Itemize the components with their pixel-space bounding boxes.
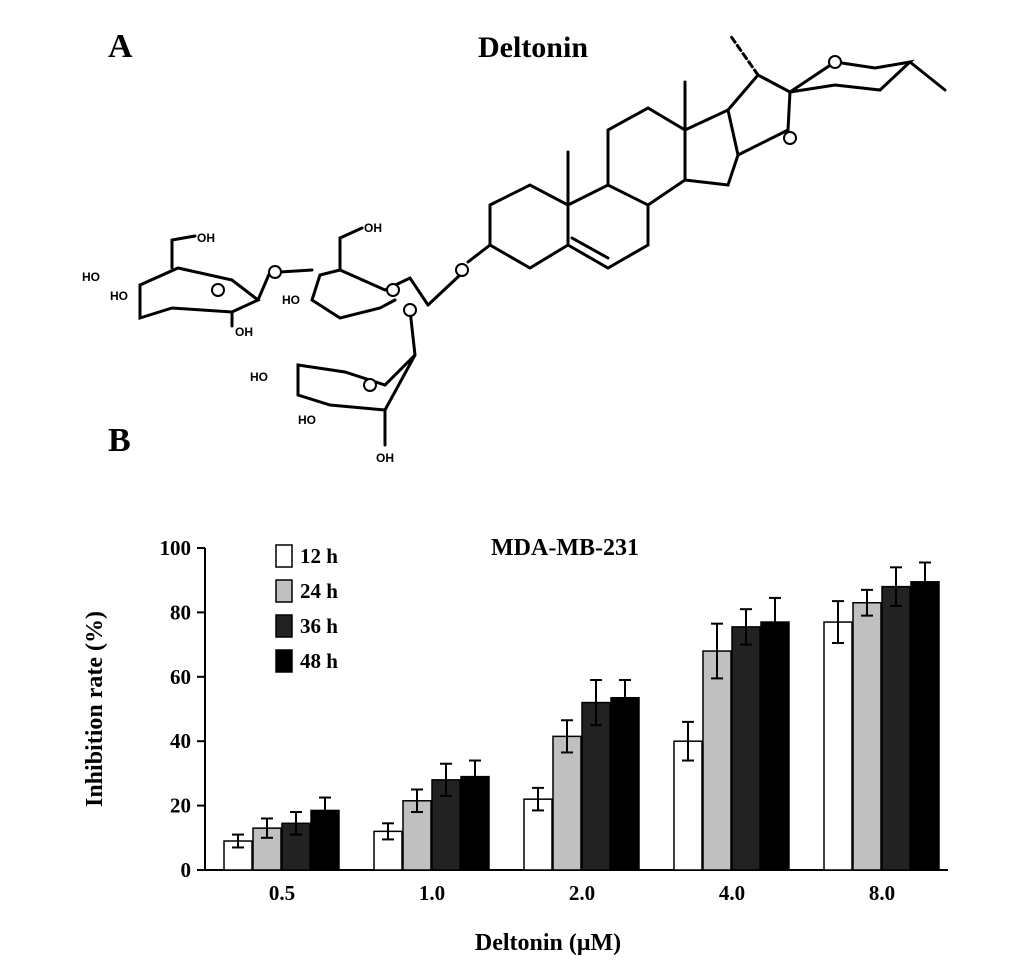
atom-o-sugar1 [386,283,400,297]
x-tick-label: 8.0 [869,881,895,905]
bar [760,621,790,871]
atom-o-sugar2 [211,283,225,297]
atom-ho-2: HO [82,270,100,284]
y-tick-label: 40 [170,729,191,753]
bar [910,581,940,871]
x-tick-label: 0.5 [269,881,295,905]
ring-b [566,183,650,270]
bar-series [223,561,940,871]
structure-title: Deltonin [478,31,589,64]
bar [852,601,882,871]
atom-ho-1: HO [282,293,300,307]
legend-swatch [275,614,293,638]
deltonin-structure: OH HO OH HO HO OH HO HO OH [82,33,947,465]
atom-ho-4: HO [250,370,268,384]
bar [702,650,732,871]
bar [823,621,853,871]
legend-swatch [275,544,293,568]
y-tick-label: 0 [181,858,192,882]
legend-label: 36 h [300,614,338,638]
legend-swatch [275,579,293,603]
bar [610,696,640,871]
y-tick-label: 20 [170,794,191,818]
x-axis-title: Deltonin (μM) [475,930,621,956]
legend-label: 12 h [300,544,338,568]
x-axis-ticks: 0.5 1.0 2.0 4.0 8.0 [269,881,895,905]
y-tick-label: 100 [160,536,192,560]
legend: 12 h 24 h 36 h 48 h [275,544,338,673]
y-tick-label: 80 [170,600,191,624]
legend-swatch [275,649,293,673]
ring-c [606,106,687,207]
atom-ho-3: HO [110,289,128,303]
legend-label: 24 h [300,579,338,603]
sugar-1 [310,268,430,320]
double-bond [570,236,610,260]
atom-oh-4: OH [376,451,394,465]
y-tick-label: 60 [170,665,191,689]
bar [581,701,611,871]
legend-label: 48 h [300,649,338,673]
bar [731,626,761,871]
chart-title: MDA-MB-231 [491,535,639,561]
methyl-21 [728,33,760,77]
bar [552,735,582,871]
atom-o-link2 [403,303,417,317]
x-tick-label: 1.0 [419,881,445,905]
atom-o-ring-e [783,131,797,145]
atom-oh-3: OH [235,325,253,339]
y-axis-title: Inhibition rate (%) [82,611,108,807]
y-axis-ticks: 0 20 40 60 80 100 [160,536,205,882]
atom-o-link [268,265,282,279]
sugar-2 [138,266,261,321]
atom-o-ring-f [828,55,842,69]
atom-o-sugar3 [363,378,377,392]
x-tick-label: 4.0 [719,881,745,905]
atom-ho-5: HO [298,413,316,427]
structure-atoms: OH HO OH HO HO OH HO HO OH [82,55,842,465]
atom-o-glyco [455,263,469,277]
x-tick-label: 2.0 [569,881,595,905]
panel-label-a: A [108,28,133,65]
bar [881,585,911,871]
sugar-3 [296,353,417,412]
atom-oh-1: OH [364,221,382,235]
atom-oh-2: OH [197,231,215,245]
panel-label-b: B [108,422,131,459]
